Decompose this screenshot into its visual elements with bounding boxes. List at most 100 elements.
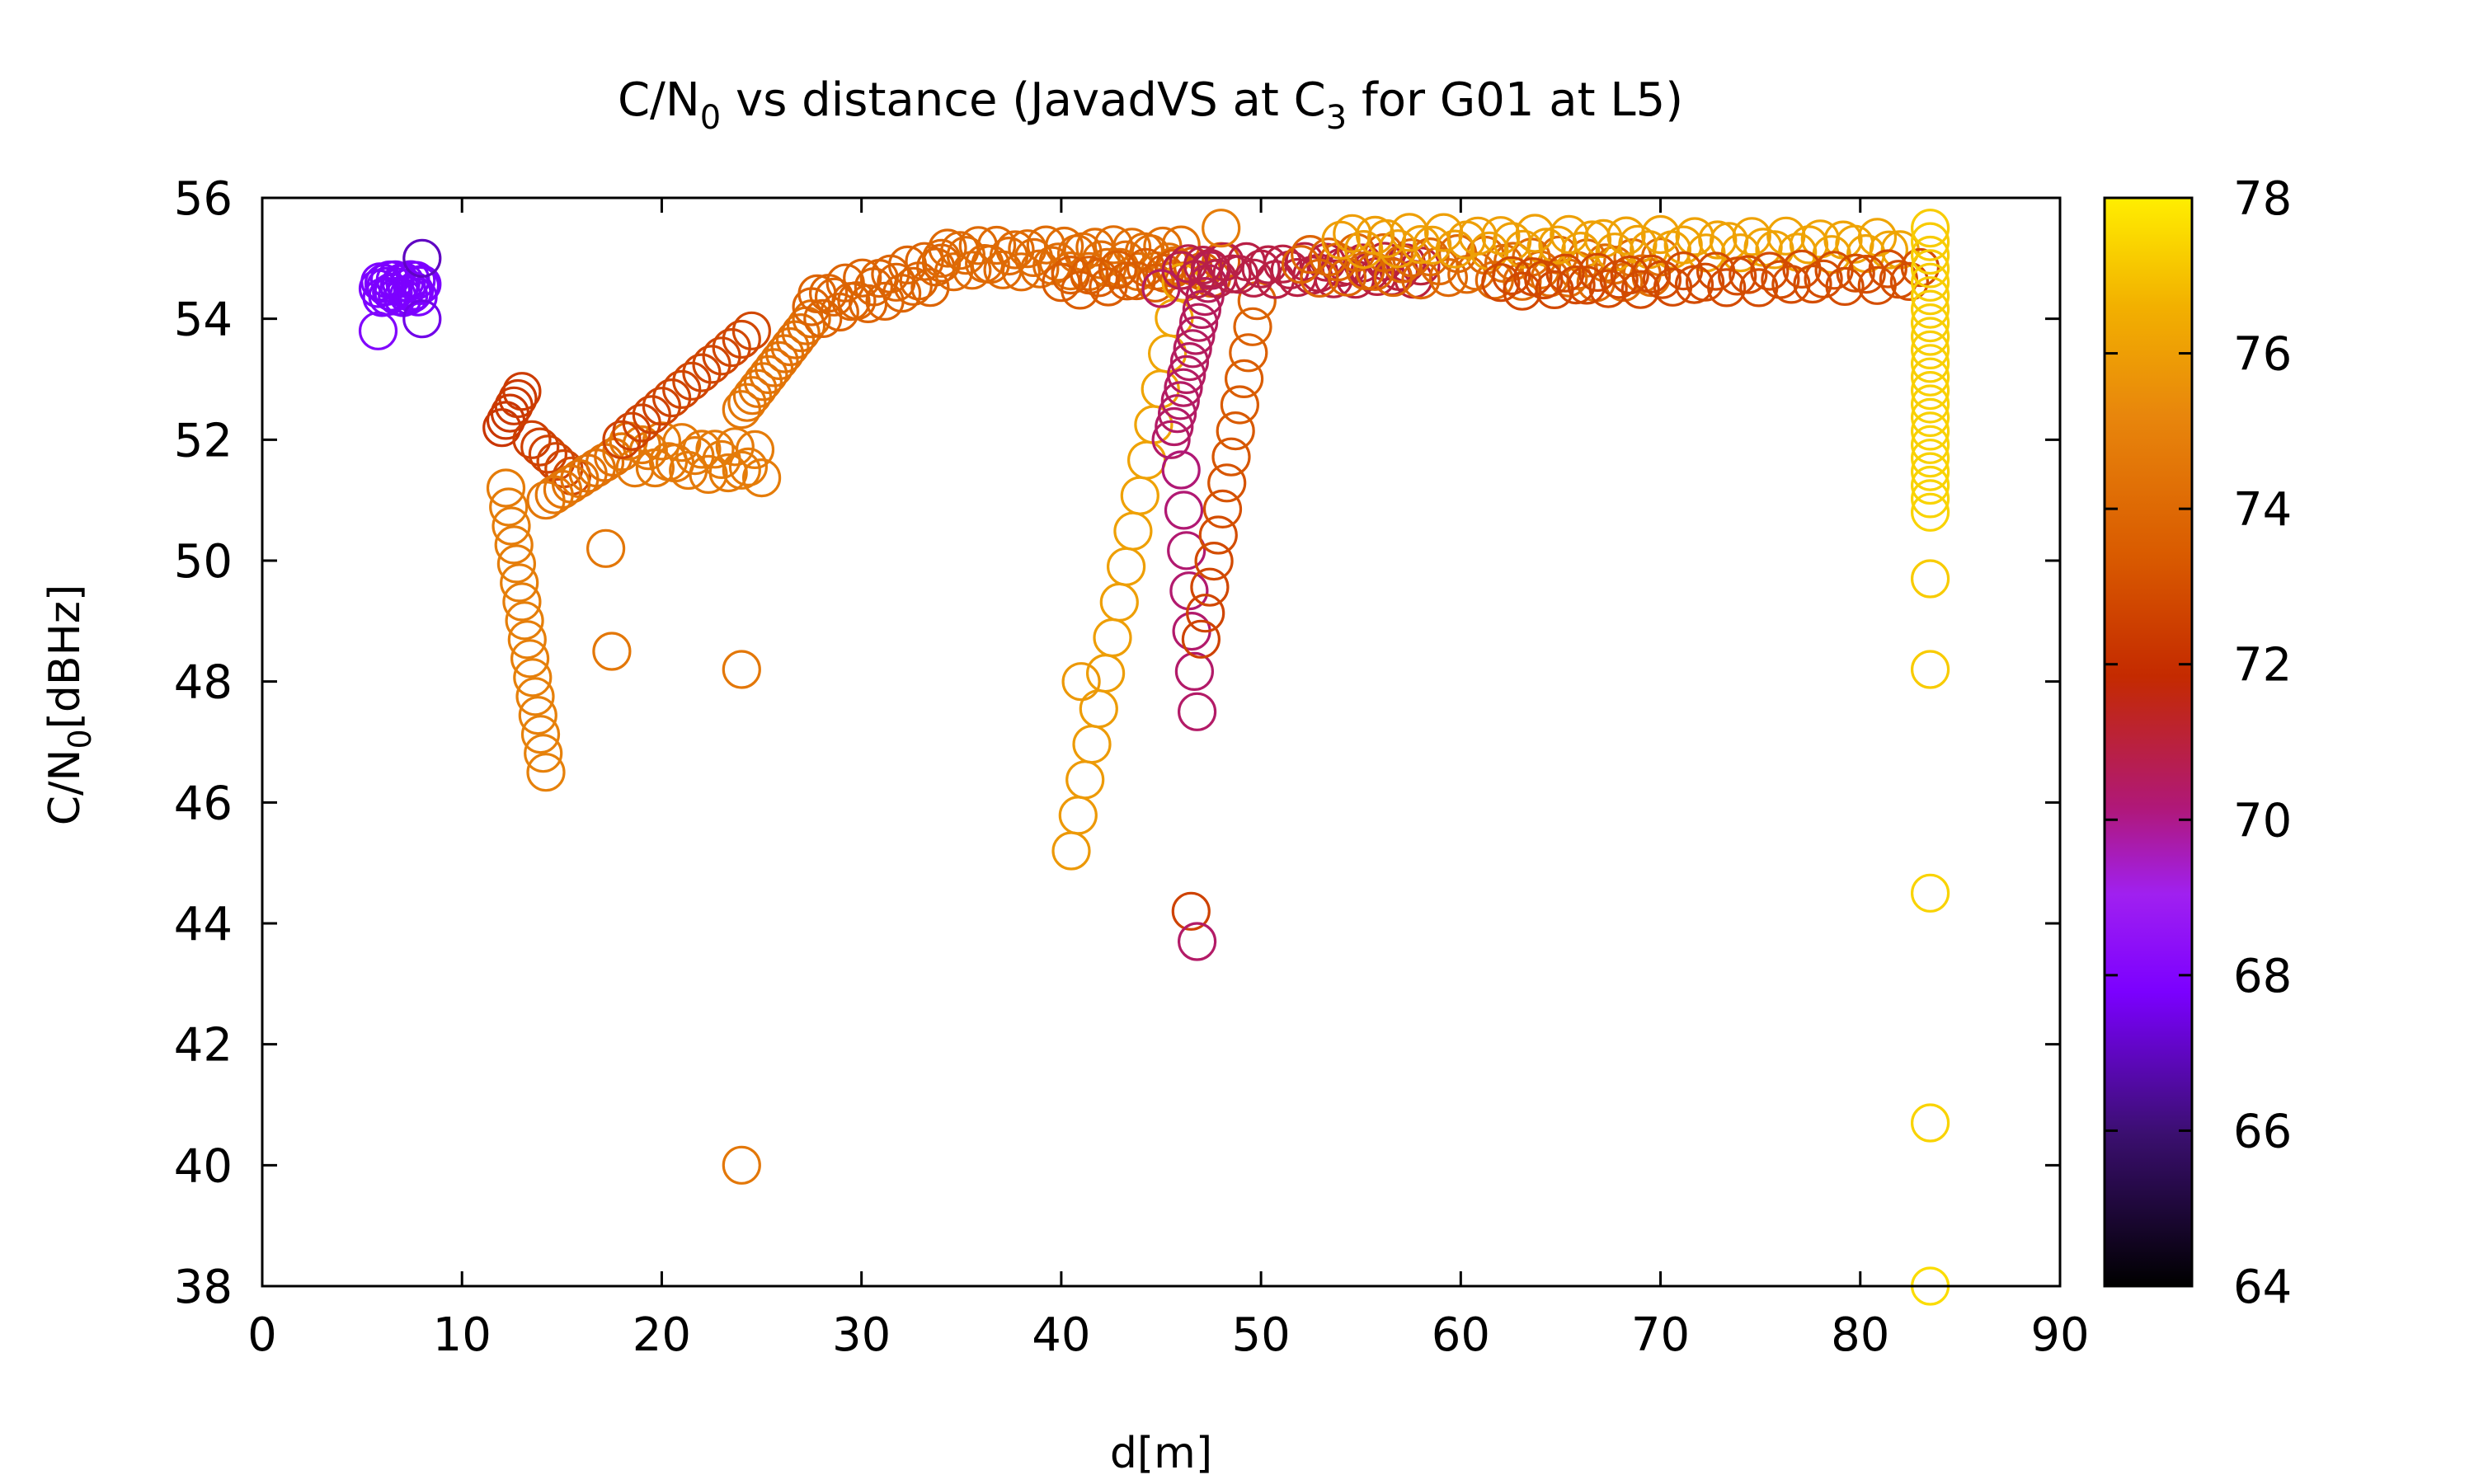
data-point [1642,260,1682,299]
data-point [486,468,526,508]
data-point [1606,216,1646,256]
data-point [1120,476,1159,515]
data-point [586,528,626,568]
data-point [1164,491,1204,530]
y-tick-label: 44 [174,898,233,951]
data-point [500,563,539,603]
data-point [1207,463,1247,503]
data-point [1789,225,1829,265]
data-point [662,423,702,463]
data-point [1503,271,1542,311]
data-point [727,383,767,422]
data-point [976,225,1017,265]
data-point [1481,263,1521,303]
data-point [1911,425,1950,464]
data-point [515,677,555,716]
data-point [1113,511,1153,551]
data-point [1707,268,1747,308]
data-point [1061,662,1101,702]
data-point [1229,333,1268,373]
data-point [402,265,442,304]
data-point [1911,344,1950,383]
data-point [1106,547,1146,586]
x-tick-label: 50 [1231,1308,1290,1362]
data-point [1198,515,1238,555]
data-point [1698,220,1738,260]
x-axis-label: d[m] [1110,1429,1212,1478]
y-axis-label-sub: 0 [62,729,98,749]
data-point [722,650,761,689]
data-point [510,639,550,679]
data-point [1241,249,1281,289]
data-point [1058,796,1098,835]
data-point [1755,230,1794,270]
data-point [1868,249,1907,289]
data-point [1911,276,1950,316]
data-point [507,620,547,660]
data-point [952,251,992,290]
data-point [741,458,782,498]
data-point [1085,653,1126,693]
data-point [1556,265,1596,305]
data-point [1117,261,1156,301]
data-point [803,298,843,338]
data-point [1640,214,1681,255]
data-point [1663,251,1704,291]
data-point [524,734,563,773]
y-axis-label: C/N0[dBHz] [40,585,98,826]
data-point [1732,217,1771,256]
data-point [1364,232,1404,273]
chart-title-sub1: 0 [700,99,721,137]
colorbar-gradient [2105,198,2192,1286]
data-point [489,487,529,527]
data-point [1911,249,1950,289]
chart-title-prefix: C/N [618,73,700,127]
data-point [1911,303,1950,343]
data-point [1588,269,1628,308]
data-point [1631,254,1672,294]
data-point [722,1145,761,1185]
data-point [402,238,442,278]
data-point [1911,1103,1950,1143]
data-point [518,696,557,735]
data-point [1911,411,1950,451]
y-tick-label: 52 [174,414,233,467]
data-point [1174,651,1215,692]
data-point [1216,411,1255,451]
data-point [1911,384,1950,424]
data-point [1167,531,1206,571]
data-point [1211,437,1251,477]
data-point [1550,214,1589,254]
colorbar-tick-label: 78 [2233,172,2292,226]
data-point [1182,289,1222,329]
colorbar-tick-label: 72 [2233,639,2292,693]
x-tick-label: 10 [433,1308,492,1362]
data-point [1169,342,1210,382]
data-point [1079,258,1119,298]
data-point [1435,229,1475,269]
plot-frame [261,196,2062,1288]
data-point [1610,255,1649,295]
data-point [496,544,537,584]
data-point [513,658,553,697]
data-point [1911,650,1950,689]
data-point [1911,465,1950,505]
data-point [1164,368,1203,407]
data-point [1392,238,1432,278]
data-point [1167,355,1206,394]
data-point [1911,262,1950,302]
data-point [722,390,761,430]
data-point [1173,329,1212,369]
chart-title-suffix: for G01 at L5) [1347,73,1683,127]
data-point [1126,440,1167,480]
data-point [502,582,542,622]
data-point [1155,406,1194,447]
data-point [928,228,967,268]
data-point [1233,307,1272,346]
chart-title-mid: vs distance (JavadVS at C [721,73,1326,127]
data-point [1524,260,1564,300]
data-point [1098,250,1137,289]
colorbar-tick-label: 66 [2233,1105,2292,1158]
colorbar-tick-label: 64 [2233,1261,2292,1314]
data-point [722,319,761,359]
